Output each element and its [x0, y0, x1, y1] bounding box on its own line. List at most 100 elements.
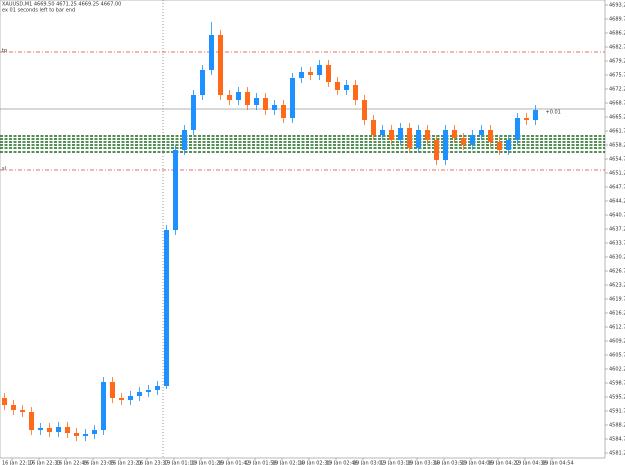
y-tick-label: 4588.25	[609, 423, 625, 429]
x-tick-label: 19 Jan 03:50	[434, 461, 466, 465]
y-tick-label: 4654.75	[609, 157, 625, 163]
candle-body	[434, 140, 439, 160]
candle-body	[83, 434, 88, 436]
y-tick-label: 4591.75	[609, 409, 625, 415]
candle-body	[191, 95, 196, 130]
y-tick-label: 4602.25	[609, 367, 625, 373]
candle-body	[497, 142, 502, 150]
x-tick-label: 19 Jan 01:42	[218, 461, 250, 465]
y-tick-label: 4637.25	[609, 227, 625, 233]
x-tick-label: 16 Jan 23:21	[110, 461, 142, 465]
y-tick-label: 4672.25	[609, 87, 625, 93]
x-tick-label: 19 Jan 02:14	[272, 461, 304, 465]
candle-body	[65, 427, 70, 433]
price-note: +0.01	[546, 110, 561, 116]
candle-body	[506, 140, 511, 150]
y-tick-label: 4651.25	[609, 171, 625, 177]
candle-body	[254, 98, 259, 105]
x-tick-label: 19 Jan 01:58	[245, 461, 277, 465]
plot-frame	[0, 0, 606, 459]
y-tick-label: 4679.25	[609, 59, 625, 65]
candle-body	[119, 398, 124, 400]
y-tick-label: 4630.25	[609, 255, 625, 261]
candle-body	[344, 85, 349, 90]
chart-subtitle: ex 01 seconds left to bar end	[2, 8, 75, 14]
candle-body	[362, 100, 367, 120]
candle-body	[47, 428, 52, 432]
y-tick-label: 4640.75	[609, 213, 625, 219]
candle-body	[227, 95, 232, 100]
x-tick-label: 19 Jan 03:02	[353, 461, 385, 465]
candle-body	[308, 72, 313, 75]
y-tick-label: 4675.75	[609, 73, 625, 79]
y-tick-label: 4668.75	[609, 101, 625, 107]
y-tick-label: 4658.25	[609, 143, 625, 149]
candle-body	[245, 92, 250, 105]
candle-body	[380, 130, 385, 135]
x-tick-label: 19 Jan 02:30	[299, 461, 331, 465]
y-tick-label: 4689.75	[609, 17, 625, 23]
y-tick-label: 4693.25	[609, 3, 625, 9]
candle-body	[128, 396, 133, 400]
take-profit-label: tp	[2, 48, 7, 54]
candle-body	[272, 105, 277, 110]
candle-body	[200, 70, 205, 95]
candle-body	[137, 392, 142, 396]
candle-body	[56, 427, 61, 432]
y-tick-label: 4665.25	[609, 115, 625, 121]
candle-body	[38, 428, 43, 430]
x-tick-label: 16 Jan 23:37	[137, 461, 169, 465]
y-tick-label: 4595.25	[609, 395, 625, 401]
y-tick-label: 4623.25	[609, 283, 625, 289]
candle-body	[29, 412, 34, 430]
y-tick-label: 4661.75	[609, 129, 625, 135]
y-tick-label: 4581.25	[609, 451, 625, 457]
candle-body	[389, 130, 394, 140]
x-tick-label: 19 Jan 01:10	[164, 461, 196, 465]
x-tick-label: 16 Jan 22:33	[29, 461, 61, 465]
candle-body	[218, 35, 223, 95]
candle-body	[443, 130, 448, 160]
candle-body	[164, 230, 169, 386]
candle-body	[452, 130, 457, 138]
candle-body	[371, 120, 376, 135]
candle-body	[92, 430, 97, 434]
candle-body	[281, 105, 286, 118]
candle-body	[461, 138, 466, 145]
candle-body	[515, 118, 520, 140]
candle-body	[209, 35, 214, 70]
candle-body	[263, 98, 268, 110]
chart-title: XAUUSD,M1 4669.50 4671.25 4669.25 4667.0…	[2, 2, 121, 8]
candle-body	[101, 382, 106, 430]
stop-loss-label: sl	[2, 166, 6, 172]
candle-body	[470, 135, 475, 145]
y-tick-label: 4605.75	[609, 353, 625, 359]
candle-body	[353, 85, 358, 100]
x-tick-label: 19 Jan 01:26	[191, 461, 223, 465]
y-tick-label: 4644.25	[609, 199, 625, 205]
candle-body	[326, 65, 331, 82]
candle-body	[173, 150, 178, 230]
x-tick-label: 16 Jan 22:17	[2, 461, 34, 465]
candle-body	[524, 118, 529, 120]
x-tick-label: 19 Jan 04:06	[461, 461, 493, 465]
y-tick-label: 4609.25	[609, 339, 625, 345]
candle-body	[299, 72, 304, 78]
candle-body	[20, 410, 25, 412]
candle-body	[155, 386, 160, 390]
y-tick-label: 4619.75	[609, 297, 625, 303]
x-tick-label: 19 Jan 04:54	[542, 461, 574, 465]
candle-body	[479, 130, 484, 135]
y-tick-label: 4633.75	[609, 241, 625, 247]
candle-body	[110, 382, 115, 398]
y-tick-label: 4682.75	[609, 45, 625, 51]
candle-body	[290, 78, 295, 118]
candle-body	[335, 82, 340, 90]
x-tick-label: 19 Jan 02:46	[326, 461, 358, 465]
candle-body	[236, 92, 241, 100]
y-tick-label: 4616.25	[609, 311, 625, 317]
x-tick-label: 19 Jan 03:34	[407, 461, 439, 465]
candle-body	[74, 433, 79, 436]
candle-body	[488, 130, 493, 142]
